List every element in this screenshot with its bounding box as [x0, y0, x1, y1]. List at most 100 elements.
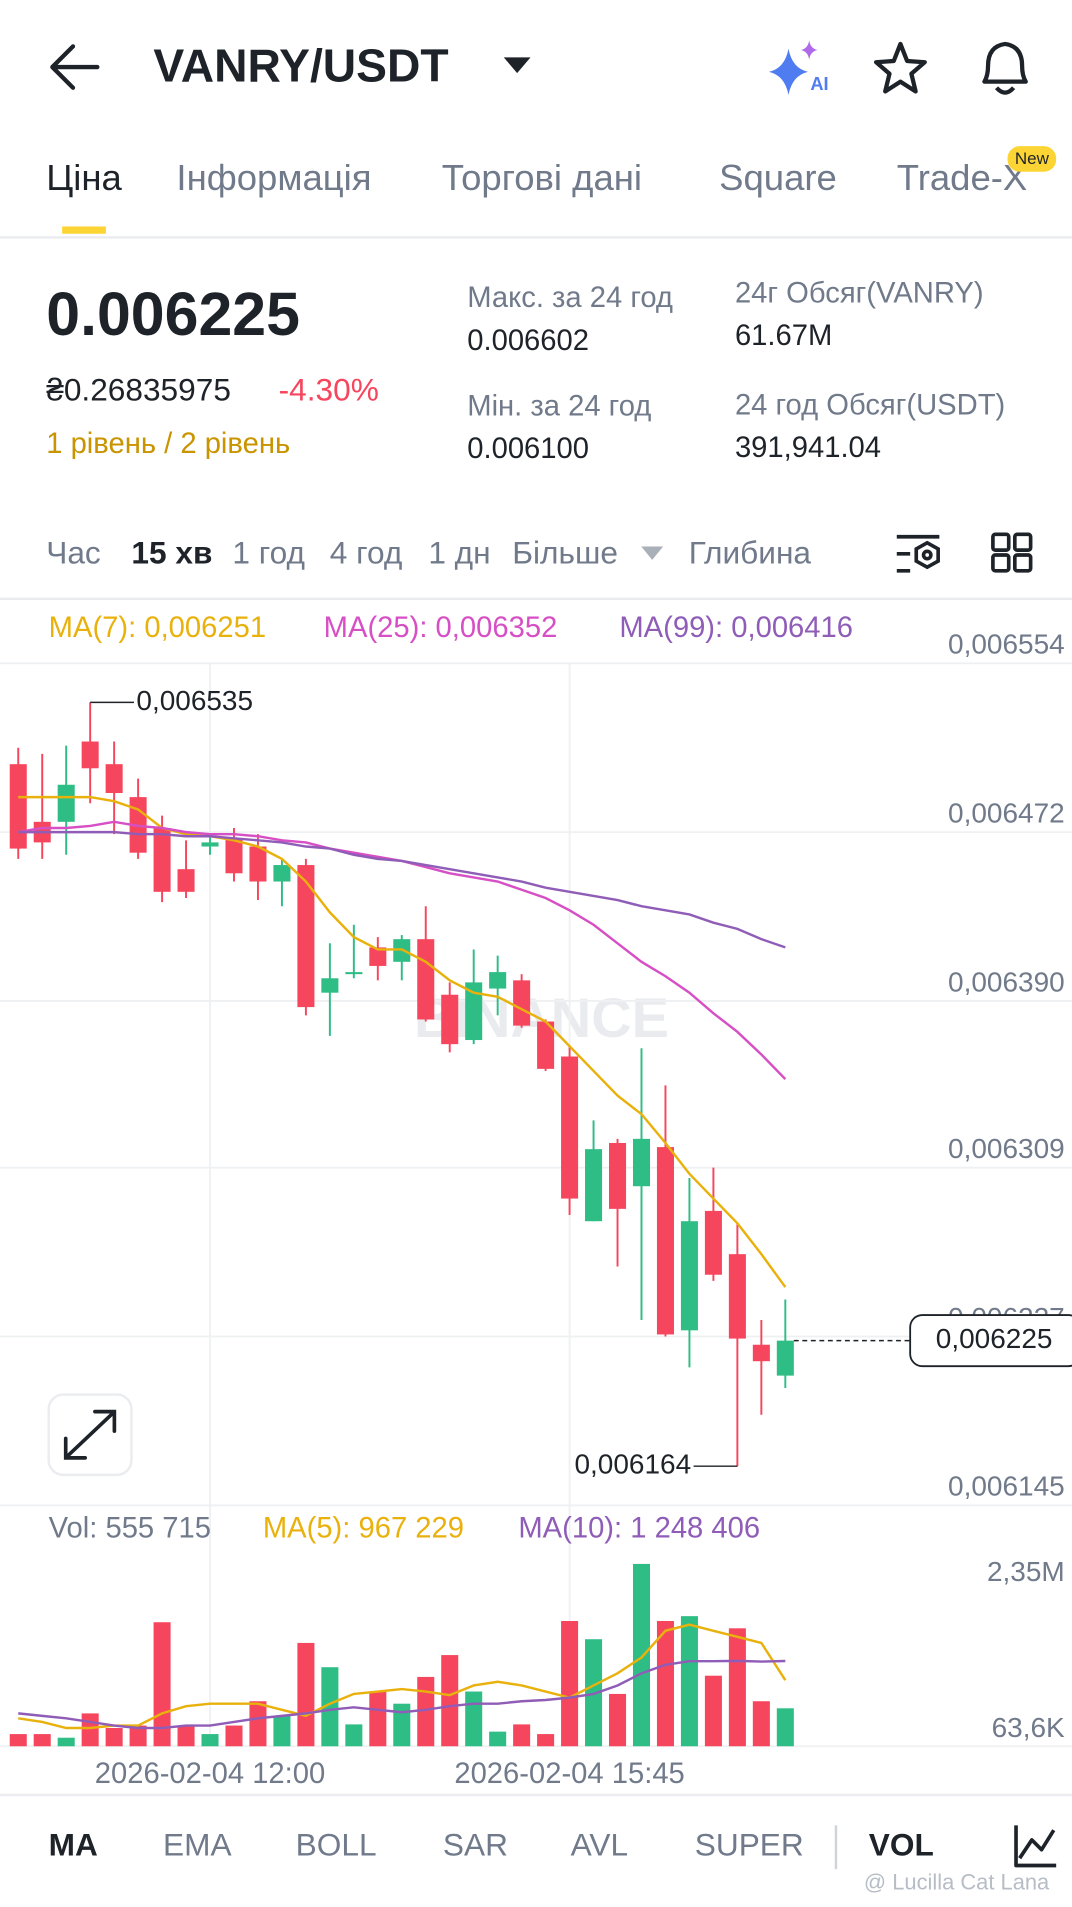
candle-body [489, 972, 507, 989]
volume-tick-label: 63,6K [992, 1712, 1065, 1743]
watermark: @ Lucilla Cat Lana [864, 1870, 1050, 1895]
stat-value: 391,941.04 [735, 432, 881, 464]
svg-text:AI: AI [810, 73, 828, 94]
more-dropdown[interactable] [641, 546, 664, 560]
legend-entry: MA(5): 967 229 [263, 1512, 464, 1544]
indicator-tab[interactable]: BOLL [296, 1827, 377, 1863]
volume-bar [201, 1734, 219, 1747]
candle-body [704, 1210, 722, 1275]
indicator-tab[interactable]: SAR [443, 1827, 508, 1863]
stat-value: 0.006100 [467, 433, 589, 465]
candle-body [177, 869, 195, 892]
ma-line [18, 795, 787, 1288]
notification-button[interactable] [982, 41, 1028, 95]
tab[interactable]: Торгові дані [442, 157, 642, 198]
favorite-button[interactable] [873, 41, 927, 94]
candle-body [609, 1142, 627, 1209]
volume-bar [752, 1701, 770, 1747]
tab[interactable]: Trade-X [897, 157, 1028, 198]
candle-body [321, 978, 339, 993]
ai-button[interactable]: AI [769, 40, 829, 96]
volume-bar [249, 1701, 267, 1747]
candle-body [632, 1138, 651, 1187]
volume-bar [177, 1725, 195, 1747]
stats: Макс. за 24 год 0.006602 24г Обсяг(VANRY) 6… [467, 277, 1005, 465]
volume-bar [369, 1691, 387, 1747]
volume-bar [225, 1725, 243, 1747]
indicator-settings-button[interactable] [1014, 1825, 1057, 1868]
candle-body [728, 1254, 746, 1339]
last-price: 0.006225 [46, 280, 300, 348]
last-price-label: 0,006225 [936, 1323, 1053, 1354]
levels-link[interactable]: 1 рівень / 2 рівень [46, 428, 290, 460]
volume-bar [465, 1691, 483, 1747]
volume-bar [105, 1728, 123, 1747]
candlestick-chart: BINANCE0,0061450,0062270,0063090,0063900… [0, 612, 1072, 1790]
chart-settings-button[interactable] [896, 534, 940, 573]
interval[interactable]: Більше [512, 534, 618, 570]
candle-body [561, 1056, 579, 1199]
candle-body [752, 1344, 770, 1362]
tab[interactable]: Square [719, 157, 837, 198]
tab[interactable]: Інформація [176, 157, 371, 198]
indicator-tab[interactable]: EMA [163, 1827, 232, 1863]
volume-tick-label: 2,35M [987, 1556, 1065, 1587]
volume-bar [393, 1703, 411, 1747]
volume-bar [632, 1563, 651, 1747]
interval[interactable]: 1 год [232, 534, 305, 570]
interval[interactable]: Глибина [689, 534, 812, 570]
volume-bar [129, 1725, 147, 1747]
candle-body [656, 1147, 674, 1335]
volume-bar [321, 1667, 339, 1747]
indicator-bar: MA EMA BOLL SAR AVL SUPER VOL [49, 1827, 934, 1863]
interval[interactable]: 4 год [330, 534, 403, 570]
stat-label: Мін. за 24 год [467, 390, 651, 422]
interval-bar: Час 15 хв 1 год 4 год 1 дн Більше Глибина [46, 534, 811, 570]
candle-body [441, 994, 459, 1045]
volume-bar [441, 1655, 459, 1747]
back-button[interactable] [50, 44, 100, 90]
tab-indicator [62, 226, 106, 234]
candle-body [345, 972, 363, 975]
candle-body [297, 865, 315, 1008]
new-badge [1007, 146, 1057, 172]
indicator-tab[interactable]: SUPER [695, 1827, 804, 1863]
stat-label: Макс. за 24 год [467, 282, 673, 314]
candle-body [513, 980, 531, 1026]
candle-body [585, 1149, 603, 1222]
candle-body [273, 865, 291, 882]
y-tick-label: 0,006554 [948, 629, 1065, 660]
candle-body [249, 846, 267, 882]
x-tick-label: 2026-02-04 15:45 [454, 1758, 684, 1790]
price-change: -4.30% [279, 371, 379, 407]
stat-label: 24г Обсяг(VANRY) [735, 277, 984, 309]
candle-body [369, 947, 387, 966]
y-tick-label: 0,006472 [948, 797, 1065, 828]
candle-body [776, 1340, 794, 1376]
indicator-tab[interactable]: VOL [869, 1827, 934, 1863]
volume-bar [489, 1731, 507, 1747]
indicator-tab[interactable]: AVL [571, 1827, 628, 1863]
candle-body [417, 939, 435, 1020]
low-label: 0,006164 [574, 1449, 691, 1480]
legend-entry: MA(10): 1 248 406 [518, 1512, 760, 1544]
candle-body [225, 838, 243, 874]
tabs: Ціна Інформація Торгові дані Square Trade-X [46, 157, 1027, 234]
candle-body [537, 1021, 555, 1069]
indicator-tab[interactable]: MA [49, 1827, 98, 1863]
y-tick-label: 0,006145 [948, 1471, 1065, 1502]
volume-bar [656, 1621, 674, 1747]
interval[interactable]: 1 дн [428, 534, 490, 570]
pair-dropdown[interactable] [503, 57, 531, 74]
pair-title[interactable]: VANRY/USDT [153, 40, 448, 92]
interval: Час [46, 534, 100, 570]
tab[interactable]: Ціна [46, 157, 122, 198]
volume-bar [297, 1642, 315, 1747]
layout-button[interactable] [991, 532, 1033, 573]
volume-ma-line [18, 1659, 786, 1730]
stat-value: 61.67M [735, 320, 832, 352]
fullscreen-button[interactable] [47, 1393, 133, 1477]
interval[interactable]: 15 хв [131, 534, 212, 570]
